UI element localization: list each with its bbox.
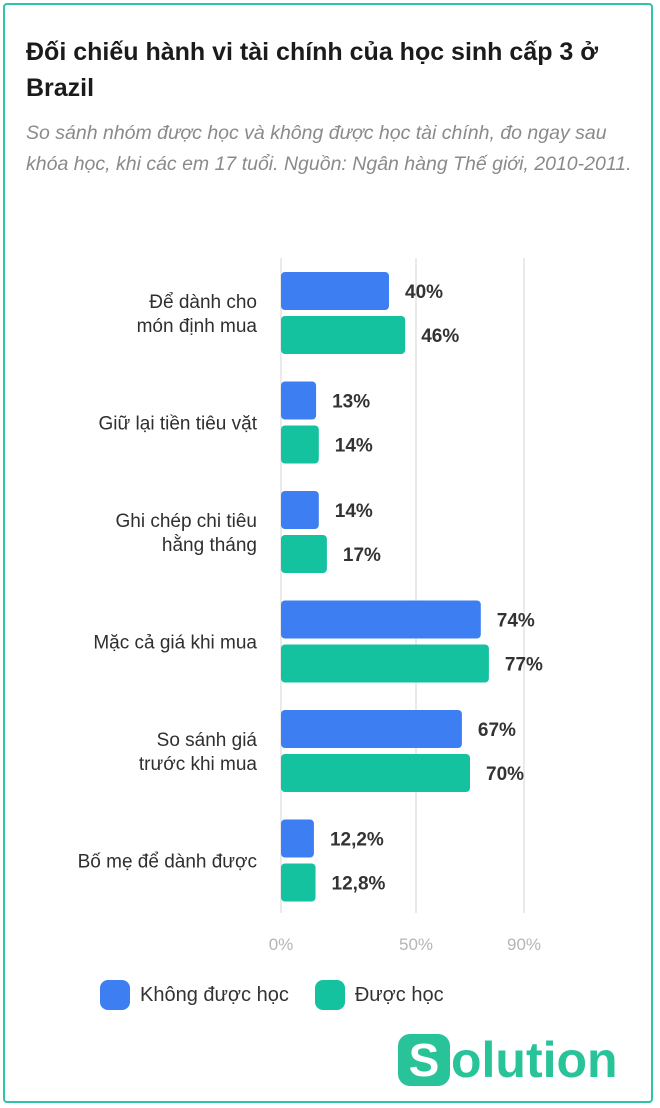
chart-subtitle: So sánh nhóm được học và không được học … xyxy=(26,122,632,175)
legend: Không được học Được học xyxy=(100,980,470,1010)
legend-swatch-taught xyxy=(314,980,345,1010)
data-label-1-3: 77% xyxy=(505,655,543,676)
bar-0-1 xyxy=(281,381,317,420)
category-label-5: Bố mẹ để dành được xyxy=(78,852,257,873)
bar-0-2 xyxy=(281,491,319,529)
category-label-3: Mặc cả giá khi mua xyxy=(93,633,257,654)
legend-label-taught: Được học xyxy=(354,983,444,1006)
x-tick-label-1: 50% xyxy=(399,935,433,954)
legend-label-not-taught: Không được học xyxy=(140,983,289,1006)
data-label-0-1: 13% xyxy=(332,392,370,413)
bar-1-5 xyxy=(281,863,316,902)
x-tick-label-0: 0% xyxy=(269,935,294,954)
category-label-line-2-0: Ghi chép chi tiêu xyxy=(115,511,257,532)
data-label-1-2: 17% xyxy=(343,545,381,566)
data-label-1-1: 14% xyxy=(335,436,373,457)
bar-0-3 xyxy=(281,600,481,639)
bar-0-4 xyxy=(281,710,462,748)
category-label-2: Ghi chép chi tiêu hằng tháng xyxy=(115,511,257,556)
legend-swatch-not-taught xyxy=(100,980,130,1010)
data-label-1-5: 12,8% xyxy=(332,874,386,895)
data-label-0-4: 67% xyxy=(478,720,516,741)
bar-1-0 xyxy=(281,316,406,354)
logo-letter: S xyxy=(398,1034,450,1086)
category-label-line-4-1: trước khi mua xyxy=(139,754,258,775)
category-label-1: Giữ lại tiền tiêu vặt xyxy=(99,414,258,435)
data-label-1-4: 70% xyxy=(486,764,524,785)
card-frame xyxy=(3,3,653,1103)
bar-0-5 xyxy=(281,819,314,858)
logo-wordmark: olution xyxy=(451,1032,618,1088)
bar-1-4 xyxy=(281,754,470,792)
category-label-0: Để dành cho món định mua xyxy=(137,292,258,337)
x-tick-label-2: 90% xyxy=(507,935,541,954)
data-label-0-5: 12,2% xyxy=(330,830,384,851)
data-label-0-3: 74% xyxy=(497,611,535,632)
data-label-0-2: 14% xyxy=(335,501,373,522)
legend-item-not-taught: Không được học xyxy=(100,980,289,1010)
category-label-line-0-0: Để dành cho xyxy=(149,292,257,313)
bar-0-0 xyxy=(281,272,389,310)
bar-chart: 0% 50% 90% 40% 46% Để dành cho món định mua 13%… xyxy=(78,258,543,954)
data-label-1-0: 46% xyxy=(421,326,459,347)
bar-1-2 xyxy=(281,535,327,573)
bar-1-1 xyxy=(281,425,319,464)
data-label-0-0: 40% xyxy=(405,282,443,303)
category-label-line-3-0: Mặc cả giá khi mua xyxy=(93,633,257,654)
category-label-line-0-1: món định mua xyxy=(137,316,258,337)
bar-1-3 xyxy=(281,644,489,683)
category-label-line-1-0: Giữ lại tiền tiêu vặt xyxy=(99,414,258,435)
category-label-line-2-1: hằng tháng xyxy=(162,534,257,556)
chart-title: Đối chiếu hành vi tài chính của học sinh… xyxy=(26,38,599,102)
solution-logo: S olution xyxy=(398,1034,618,1086)
category-label-line-5-0: Bố mẹ để dành được xyxy=(78,852,257,873)
category-label-line-4-0: So sánh giá xyxy=(157,730,258,751)
category-label-4: So sánh giá trước khi mua xyxy=(139,730,258,775)
legend-item-taught: Được học xyxy=(314,980,444,1010)
